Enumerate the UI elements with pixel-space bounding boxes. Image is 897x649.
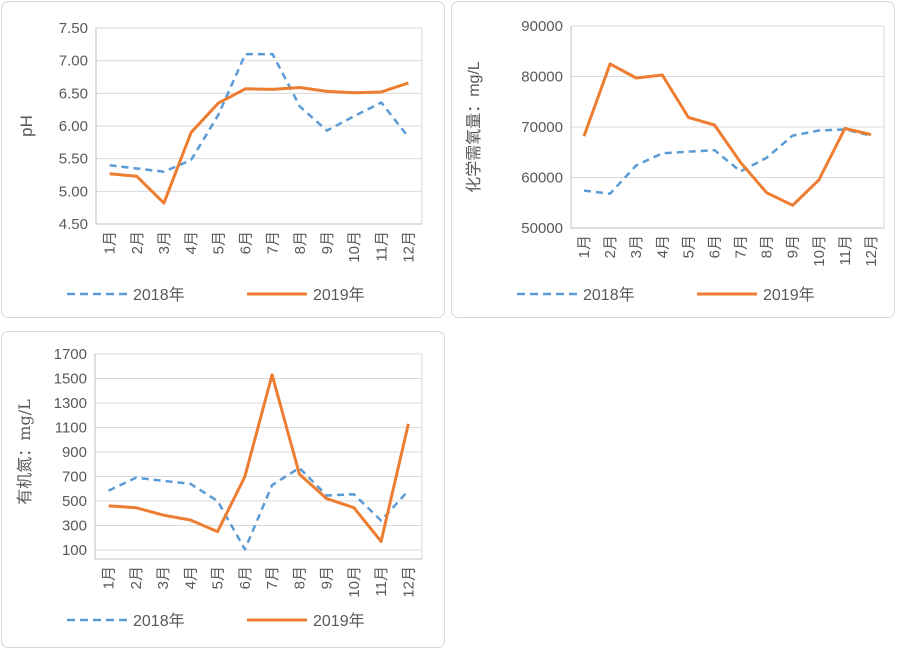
x-axis-tick-label: 4月 xyxy=(183,231,200,254)
x-axis-tick-label: 9月 xyxy=(319,566,336,589)
x-axis-tick-label: 6月 xyxy=(237,231,254,254)
x-axis-tick-label: 3月 xyxy=(628,235,645,258)
x-axis-tick-label: 11月 xyxy=(837,235,854,266)
y-axis-tick-label: 1700 xyxy=(54,346,87,363)
x-axis-tick-label: 3月 xyxy=(155,566,172,589)
y-axis-title: 化学需氧量：mg/L xyxy=(465,61,483,193)
y-axis-tick-label: 6.00 xyxy=(59,118,88,135)
chart-plot-area: 100 300 500 700 900 1100 1300 1500 1700 1月 2月 3月 4月 5… xyxy=(15,346,423,630)
chart-plot-area: 4.50 5.00 5.50 6.00 6.50 7.00 7.50 1月 2月 3月 4月 5月 6月… xyxy=(17,20,423,304)
x-axis-tick-label: 10月 xyxy=(346,566,363,598)
x-axis-tick-label: 7月 xyxy=(733,235,750,258)
x-axis-tick-label: 7月 xyxy=(265,231,282,254)
ph-chart[interactable]: 4.50 5.00 5.50 6.00 6.50 7.00 7.50 1月 2月 3月 4月 5月 6月… xyxy=(1,1,445,318)
y-axis-tick-label: 700 xyxy=(62,469,87,486)
x-axis-tick-label: 1月 xyxy=(102,231,119,254)
y-axis-tick-label: 7.00 xyxy=(59,53,88,70)
legend-label: 2018年 xyxy=(133,286,185,304)
x-axis-tick-label: 4月 xyxy=(654,235,671,258)
series-line-2018年 xyxy=(583,128,872,195)
x-axis-tick-label: 6月 xyxy=(237,566,254,589)
y-axis-tick-label: 1100 xyxy=(55,420,87,437)
y-axis-tick-label: 90000 xyxy=(521,18,563,35)
x-axis-tick-label: 1月 xyxy=(576,235,593,258)
y-axis-tick-label: 7.50 xyxy=(59,20,88,37)
series-line-2019年 xyxy=(109,81,409,205)
legend-label: 2018年 xyxy=(583,286,635,304)
x-axis-tick-label: 9月 xyxy=(319,231,336,254)
y-axis-tick-label: 80000 xyxy=(521,69,563,86)
legend-label: 2019年 xyxy=(763,286,815,304)
series-line-2019年 xyxy=(108,373,410,543)
y-axis-tick-label: 60000 xyxy=(521,170,563,187)
y-axis-tick-label: 300 xyxy=(62,518,87,535)
legend-label: 2018年 xyxy=(133,612,185,630)
x-axis-tick-label: 11月 xyxy=(373,231,390,262)
series-line-2019年 xyxy=(582,62,872,207)
cod-chart[interactable]: 50000 60000 70000 80000 90000 1月 2月 3月 4月 5月 6月 7月 8… xyxy=(451,1,895,318)
x-axis-tick-label: 2月 xyxy=(129,231,146,254)
x-axis-tick-label: 5月 xyxy=(210,566,227,589)
legend-label: 2019年 xyxy=(313,286,365,304)
x-axis-tick-label: 1月 xyxy=(101,566,118,589)
series-line-2018年 xyxy=(108,466,410,551)
y-axis-tick-label: 6.50 xyxy=(59,85,88,102)
x-axis-tick-label: 9月 xyxy=(785,235,802,258)
y-axis-tick-label: 500 xyxy=(62,493,87,510)
x-axis-tick-label: 8月 xyxy=(292,231,309,254)
y-axis-tick-label: 70000 xyxy=(521,119,563,136)
organic-nitrogen-chart[interactable]: 100 300 500 700 900 1100 1300 1500 1700 1月 2月 3月 4月 5… xyxy=(1,331,445,648)
y-axis-tick-label: 4.50 xyxy=(59,216,88,233)
series-line-2018年 xyxy=(109,52,410,173)
y-axis-title: 有机氮：mg/L xyxy=(15,399,34,505)
x-axis-tick-label: 3月 xyxy=(156,231,173,254)
x-axis-tick-label: 12月 xyxy=(400,231,417,263)
x-axis-tick-label: 8月 xyxy=(291,566,308,589)
y-axis-title: pH xyxy=(17,115,36,137)
y-axis-tick-label: 50000 xyxy=(521,220,563,237)
x-axis-tick-label: 4月 xyxy=(182,566,199,589)
x-axis-tick-label: 10月 xyxy=(346,231,363,263)
chart-plot-area: 50000 60000 70000 80000 90000 1月 2月 3月 4月 5月 6月 7月 8… xyxy=(465,18,885,304)
x-axis-tick-label: 12月 xyxy=(863,235,880,267)
x-axis-tick-label: 6月 xyxy=(706,235,723,258)
x-axis-tick-label: 8月 xyxy=(759,235,776,258)
y-axis-tick-label: 5.00 xyxy=(59,183,88,200)
legend-label: 2019年 xyxy=(313,612,365,630)
x-axis-tick-label: 2月 xyxy=(128,566,145,589)
y-axis-tick-label: 1500 xyxy=(54,371,87,388)
x-axis-tick-label: 10月 xyxy=(811,235,828,267)
x-axis-tick-label: 7月 xyxy=(264,566,281,589)
y-axis-tick-label: 5.50 xyxy=(59,151,88,168)
y-axis-tick-label: 1300 xyxy=(54,395,87,412)
x-axis-tick-label: 2月 xyxy=(602,235,619,258)
x-axis-tick-label: 11月 xyxy=(373,566,390,597)
y-axis-tick-label: 900 xyxy=(62,444,87,461)
x-axis-tick-label: 12月 xyxy=(400,566,417,598)
y-axis-tick-label: 100 xyxy=(62,542,87,559)
x-axis-tick-label: 5月 xyxy=(210,231,227,254)
x-axis-tick-label: 5月 xyxy=(680,235,697,258)
